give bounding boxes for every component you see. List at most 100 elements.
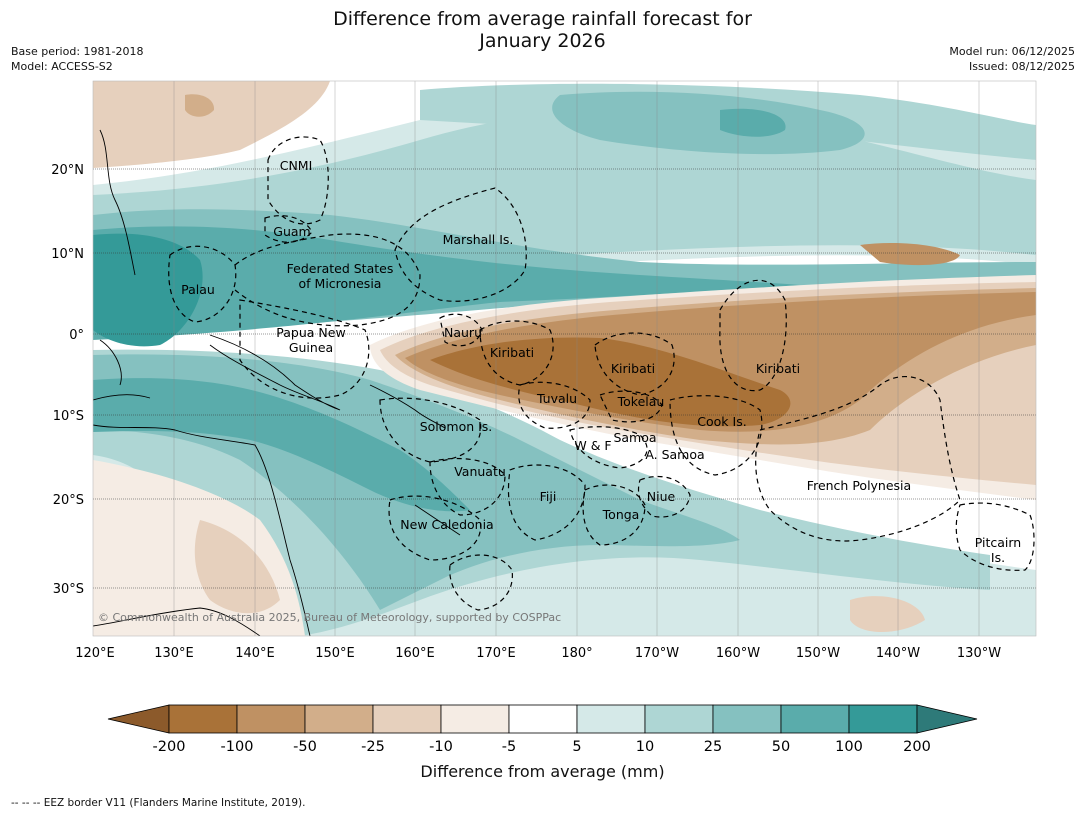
label-niue: Niue [647, 489, 676, 504]
title-line-1: Difference from average rainfall forecas… [333, 8, 752, 30]
label-vanuatu: Vanuatu [454, 464, 506, 479]
coast-solomons [369, 384, 446, 429]
eez-png [239, 299, 370, 399]
colorbar-cell-4 [372, 704, 442, 734]
colorbar-tick-12: 200 [903, 739, 931, 755]
colorbar-tick-9: 25 [704, 739, 722, 755]
dry-100 [430, 337, 791, 427]
eez-tuvalu [518, 381, 591, 429]
lon-label-130e: 130°E [154, 646, 194, 661]
colorbar-tick-11: 100 [835, 739, 863, 755]
dry-northwest-core [185, 94, 215, 117]
colorbar-tick-4: -25 [361, 739, 385, 755]
label-kiribati-e: Kiribati [756, 361, 800, 376]
eez-niue [637, 475, 691, 518]
lon-label-160e: 160°E [395, 646, 435, 661]
region-labels: CNMI Guam Marshall Is. Federated States … [181, 158, 1021, 565]
eez-footnote: -- -- -- EEZ border V11 (Flanders Marine… [11, 797, 306, 809]
eez-micronesia [234, 233, 421, 327]
colorbar-tick-1: -200 [153, 739, 186, 755]
label-cnmi: CNMI [280, 158, 313, 173]
label-pitcairn-1: Pitcairn [975, 535, 1021, 550]
colorbar [107, 704, 978, 734]
copyright-text: © Commonwealth of Australia 2025, Bureau… [98, 611, 561, 624]
lat-labels: 20°N 10°N 0° 10°S 20°S 30°S [51, 163, 84, 597]
label-tonga: Tonga [602, 507, 640, 522]
model-run: Model run: 06/12/2025 [949, 45, 1075, 58]
eez-guam [264, 215, 313, 243]
label-nauru: Nauru [444, 325, 482, 340]
label-png-2: Guinea [289, 340, 333, 355]
dry-se-patch [850, 596, 925, 632]
lon-labels: 120°E 130°E 140°E 150°E 160°E 170°E 180°… [75, 646, 1001, 661]
coastlines [93, 129, 461, 636]
eez-kiribati-e [719, 279, 787, 392]
colorbar-label: Difference from average (mm) [420, 762, 665, 781]
lon-label-130w: 130°W [957, 646, 1001, 661]
label-tokelau: Tokelau [617, 394, 665, 409]
eez-tokelau [599, 390, 663, 423]
wet-south-core [93, 378, 470, 512]
colorbar-tick-10: 50 [772, 739, 790, 755]
eez-borders [168, 136, 1035, 611]
label-french-polynesia: French Polynesia [807, 478, 911, 493]
label-cook: Cook Is. [697, 414, 746, 429]
label-samoa: Samoa [613, 430, 656, 445]
lon-label-140e: 140°E [235, 646, 275, 661]
label-wf: W & F [574, 438, 611, 453]
colorbar-ticks: -200 -100 -50 -25 -10 -5 5 10 25 50 100 … [153, 739, 931, 755]
eez-new-caledonia [388, 495, 482, 561]
coast-australia [93, 424, 311, 636]
eez-kiribati-c [594, 332, 675, 396]
colorbar-extend-high [916, 704, 978, 734]
label-marshall: Marshall Is. [443, 232, 514, 247]
coast-new-guinea [209, 334, 341, 411]
colorbar-cell-2 [236, 704, 306, 734]
colorbar-tick-6: -5 [502, 739, 516, 755]
coast-new-caledonia [414, 504, 461, 536]
label-pitcairn-2: Is. [991, 550, 1005, 565]
lat-label-10s: 10°S [53, 409, 84, 424]
colorbar-cell-11 [848, 704, 918, 734]
meta-right: Model run: 06/12/2025 Issued: 08/12/2025 [949, 44, 1075, 74]
colorbar-tick-8: 10 [636, 739, 654, 755]
graticule [93, 81, 1036, 636]
lon-label-150e: 150°E [315, 646, 355, 661]
label-kiribati-c: Kiribati [611, 361, 655, 376]
wet-itcz-core [93, 226, 800, 340]
coast-philippines [99, 129, 136, 276]
title-line-2: January 2026 [479, 30, 606, 52]
eez-new-zealand-north [449, 554, 513, 611]
eez-fiji [507, 464, 586, 541]
lon-label-160w: 160°W [716, 646, 760, 661]
label-solomon: Solomon Is. [420, 419, 493, 434]
issued-date: Issued: 08/12/2025 [968, 60, 1075, 73]
eez-kiribati-w [479, 320, 554, 386]
eez-palau [168, 245, 237, 323]
lon-label-170w: 170°W [635, 646, 679, 661]
wet-top-patch-mid [552, 91, 865, 155]
lat-label-30s: 30°S [53, 582, 84, 597]
wet-warmpool-core [93, 233, 203, 347]
lon-label-180: 180° [561, 646, 592, 661]
lat-label-20s: 20°S [53, 493, 84, 508]
dry-northwest [93, 81, 330, 168]
eez-vanuatu [429, 457, 506, 516]
meta-left: Base period: 1981-2018 Model: ACCESS-S2 [11, 44, 143, 74]
colorbar-cell-3 [304, 704, 374, 734]
coast-new-zealand [93, 607, 261, 636]
base-period: Base period: 1981-2018 [11, 45, 144, 58]
label-american-samoa: A. Samoa [645, 447, 704, 462]
label-tuvalu: Tuvalu [536, 391, 577, 406]
lon-label-120e: 120°E [75, 646, 115, 661]
colorbar-tick-2: -100 [221, 739, 254, 755]
eez-tonga [582, 484, 646, 546]
dry-north-strip [860, 243, 960, 266]
label-png-1: Papua New [276, 325, 345, 340]
eez-pitcairn [955, 502, 1035, 571]
eez-nauru [439, 313, 483, 347]
eez-wf-samoa [569, 426, 648, 469]
colorbar-cell-6 [508, 704, 578, 734]
lon-label-170e: 170°E [476, 646, 516, 661]
